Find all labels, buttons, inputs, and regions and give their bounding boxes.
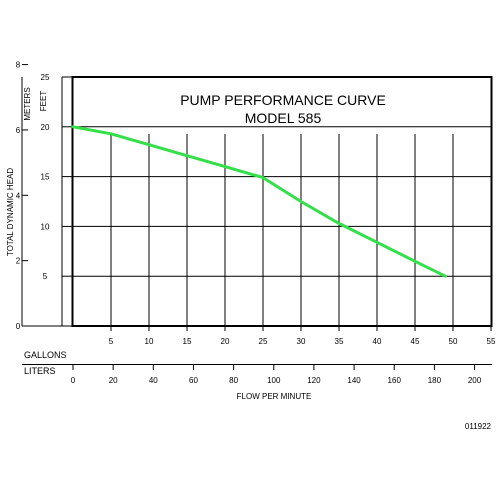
gallons-row-label: GALLONS (24, 350, 67, 360)
gallon-tick-label: 50 (449, 337, 458, 346)
gallon-tick-label: 5 (109, 337, 114, 346)
liter-tick-label: 200 (468, 376, 482, 385)
meter-tick-label: 0 (16, 322, 21, 331)
gallon-tick-label: 45 (411, 337, 420, 346)
feet-tick-label: 20 (41, 123, 50, 132)
gallon-tick-label: 15 (183, 337, 192, 346)
liter-tick-label: 60 (189, 376, 198, 385)
feet-tick-label: 10 (41, 222, 50, 231)
figure-code: 011922 (465, 422, 492, 431)
gallon-tick-label: 25 (259, 337, 268, 346)
liter-tick-label: 120 (307, 376, 321, 385)
chart-title-line-1: PUMP PERFORMANCE CURVE (180, 92, 386, 108)
liter-tick-label: 180 (428, 376, 442, 385)
gallon-tick-label: 30 (297, 337, 306, 346)
y-unit-meters: METERS (23, 87, 32, 120)
liters-row-label: LITERS (24, 366, 56, 376)
series-layer (71, 125, 447, 278)
feet-tick-label: 15 (41, 173, 50, 182)
liter-tick-label: 20 (109, 376, 118, 385)
liter-tick-label: 40 (149, 376, 158, 385)
gallon-tick-label: 20 (221, 337, 230, 346)
y-axis-title: TOTAL DYNAMIC HEAD (6, 168, 15, 257)
x-axis-title: FLOW PER MINUTE (237, 392, 312, 401)
meter-tick-label: 4 (16, 191, 21, 200)
meter-tick-label: 8 (16, 61, 21, 70)
performance-curve-line (71, 125, 447, 278)
gallon-tick-label: 35 (335, 337, 344, 346)
liter-tick-label: 140 (347, 376, 361, 385)
gallon-tick-labels: 5 10 15 20 25 30 35 40 45 50 55 (109, 326, 496, 346)
gallon-tick-label: 55 (487, 337, 496, 346)
chart-title-line-2: MODEL 585 (245, 110, 322, 126)
liter-tick-labels: 0 20 40 60 80 100 120 140 160 180 200 (71, 364, 482, 385)
liter-tick-label: 160 (388, 376, 402, 385)
gallon-tick-label: 10 (145, 337, 154, 346)
meter-tick-labels: 0 2 4 6 8 (16, 61, 73, 331)
meter-tick-label: 6 (16, 126, 21, 135)
meter-tick-label: 2 (16, 257, 21, 266)
gallon-tick-label: 40 (373, 337, 382, 346)
grid-lines (73, 76, 491, 326)
feet-tick-label: 5 (43, 272, 48, 281)
liter-tick-label: 0 (71, 376, 76, 385)
liter-tick-label: 80 (229, 376, 238, 385)
feet-tick-labels: 5 10 15 20 25 (41, 73, 73, 326)
feet-tick-label: 25 (41, 73, 50, 82)
liter-tick-label: 100 (267, 376, 281, 385)
y-unit-feet: FEET (39, 91, 48, 112)
